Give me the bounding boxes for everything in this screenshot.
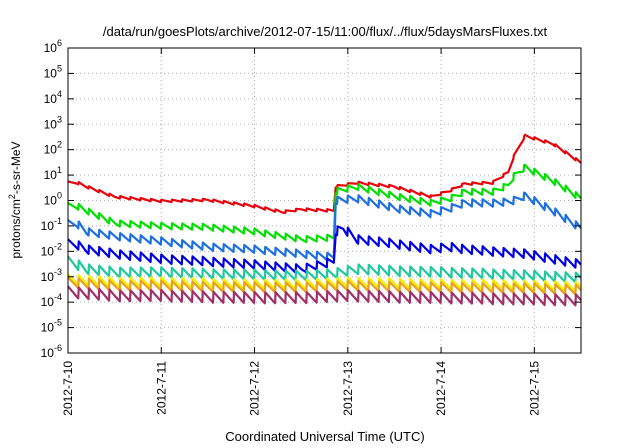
- y-tick-label: 100: [44, 191, 62, 208]
- y-tick-label: 10-1: [41, 216, 62, 233]
- chart-title: /data/run/goesPlots/archive/2012-07-15/1…: [103, 24, 548, 39]
- y-tick-label: 10-5: [41, 318, 62, 335]
- y-tick-label: 104: [44, 89, 62, 106]
- y-tick-label: 102: [44, 140, 62, 157]
- series-line-1: [67, 133, 582, 214]
- y-tick-label: 103: [44, 114, 62, 131]
- y-tick-label: 105: [44, 63, 62, 80]
- series-line-7: [67, 276, 582, 296]
- x-axis-label: Coordinated Universal Time (UTC): [225, 429, 424, 444]
- y-axis-label: protons/cm2-s-sr-MeV: [7, 141, 23, 258]
- y-axis-label-sup: 2: [7, 194, 17, 199]
- y-tick-label: 101: [44, 165, 62, 182]
- x-tick-label: 2012-7-12: [248, 361, 262, 416]
- y-tick-label: 106: [44, 38, 62, 55]
- series-line-5: [67, 255, 582, 284]
- x-tick-label: 2012-7-15: [527, 361, 541, 416]
- series-line-4: [67, 225, 582, 274]
- series-line-3: [67, 191, 582, 262]
- y-tick-label: 10-4: [41, 292, 62, 309]
- y-tick-label: 10-2: [41, 241, 62, 258]
- series-line-8: [67, 285, 582, 307]
- series-group: [67, 133, 582, 307]
- y-axis-label-rest: -s-sr-MeV: [9, 141, 23, 194]
- x-tick-label: 2012-7-13: [341, 361, 355, 416]
- series-line-6: [67, 273, 582, 293]
- x-tick-label: 2012-7-11: [154, 361, 168, 415]
- y-axis-label-base: protons/cm: [9, 199, 23, 258]
- x-axis-ticks: 2012-7-10 2012-7-11 2012-7-12 2012-7-13 2012…: [61, 48, 541, 416]
- y-tick-label: 10-6: [41, 343, 62, 360]
- x-tick-label: 2012-7-14: [434, 361, 448, 416]
- series-line-2: [67, 163, 582, 244]
- x-tick-label: 2012-7-10: [61, 361, 75, 416]
- y-axis-ticks: 10-6 10-5 10-4 10-3 10-2 10-1 100 101 102 103 104 1…: [41, 38, 581, 360]
- y-tick-label: 10-3: [41, 267, 62, 284]
